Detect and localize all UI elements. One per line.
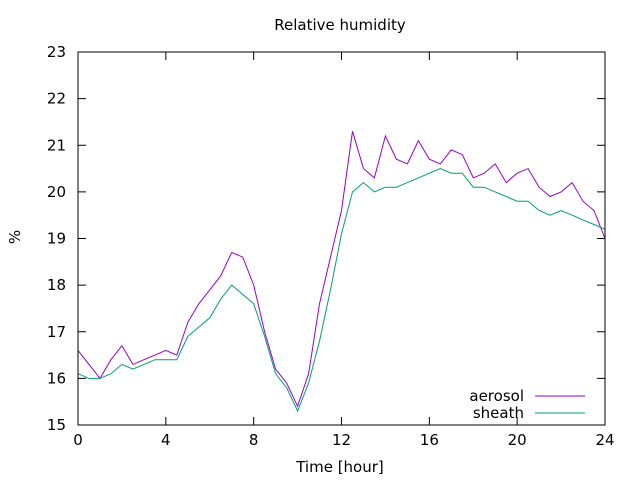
legend-label-aerosol: aerosol [469, 387, 524, 405]
x-tick-label: 24 [595, 431, 614, 449]
x-axis-label: Time [hour] [295, 458, 384, 476]
y-tick-label: 18 [47, 276, 66, 294]
y-tick-label: 15 [47, 416, 66, 434]
x-tick-label: 12 [332, 431, 351, 449]
series-layer [77, 131, 606, 413]
x-tick-label: 16 [420, 431, 439, 449]
y-tick-label: 21 [47, 136, 66, 154]
sheath-series-line [77, 168, 606, 413]
tick-layer: 0 4 8 12 16 20 24 15 16 17 18 19 20 21 22 23 [47, 43, 615, 449]
x-tick-label: 8 [249, 431, 259, 449]
y-tick-label: 17 [47, 323, 66, 341]
y-axis-label: % [6, 230, 24, 244]
aerosol-series-line [77, 131, 606, 408]
plot-frame [77, 51, 606, 426]
y-tick-label: 23 [47, 43, 66, 61]
x-tick-label: 4 [161, 431, 171, 449]
y-tick-label: 22 [47, 90, 66, 108]
legend-label-sheath: sheath [473, 404, 524, 422]
x-tick-label: 20 [508, 431, 527, 449]
y-tick-label: 16 [47, 369, 66, 387]
x-tick-label: 0 [73, 431, 83, 449]
chart-title: Relative humidity [274, 16, 406, 34]
y-tick-label: 19 [47, 230, 66, 248]
y-tick-label: 20 [47, 183, 66, 201]
